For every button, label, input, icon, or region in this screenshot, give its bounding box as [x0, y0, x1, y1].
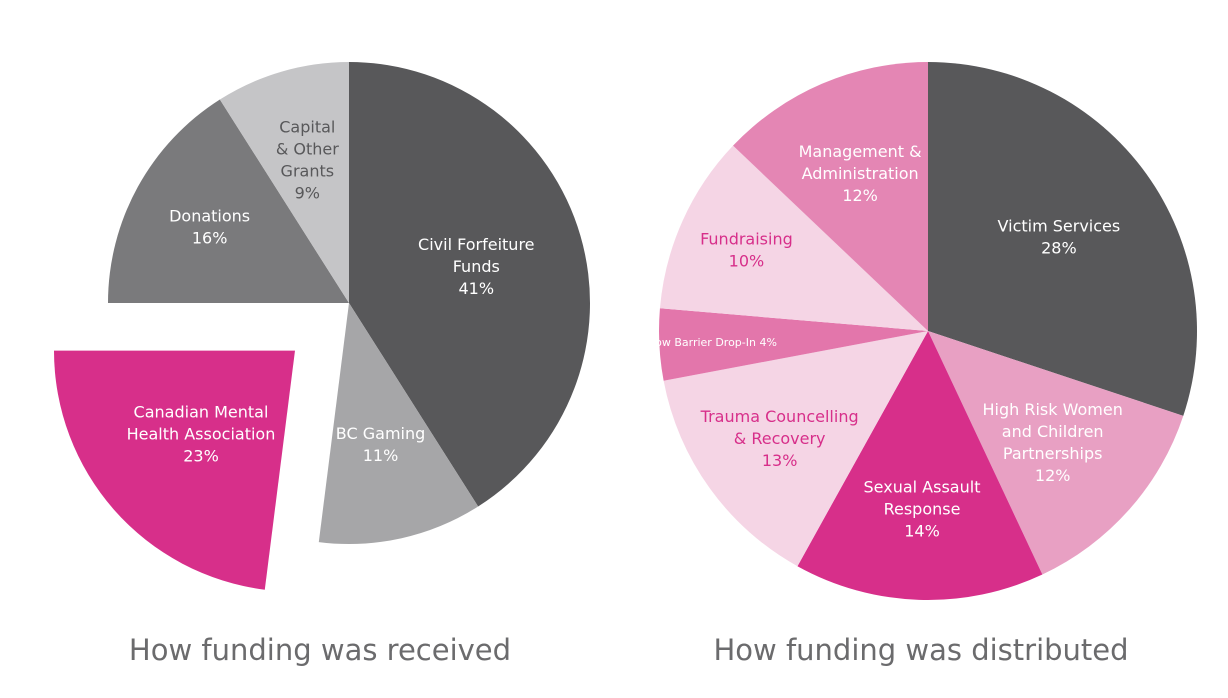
pie-slice-low-barrier-drop-in-4 — [659, 308, 928, 381]
pie-slice-civil-forfeiture-funds — [349, 62, 591, 507]
slice-label-victim-services: Victim Services 28% — [998, 217, 1121, 258]
slice-label-management-administration: Management & Administration 12% — [799, 142, 922, 205]
pie-slice-high-risk-women-and-children-partnerships — [928, 331, 1184, 575]
pie-slice-capital-other-grants — [219, 62, 349, 303]
pie-slice-bc-gaming — [318, 303, 479, 544]
pie-slice-victim-services — [928, 62, 1197, 416]
slice-label-capital-other-grants: Capital & Other Grants 9% — [276, 118, 339, 203]
pie-slice-management-administration — [733, 62, 928, 331]
pie-chart-received: Civil Forfeiture Funds 41% BC Gaming 11% Cana… — [53, 62, 591, 590]
chart-title-received: How funding was received — [129, 633, 511, 667]
slice-label-low-barrier-drop-in-4: Low Barrier Drop-In 4% — [649, 336, 777, 349]
pie-slice-sexual-assault-response — [797, 331, 1043, 600]
slice-label-civil-forfeiture-funds: Civil Forfeiture Funds 41% — [418, 235, 534, 298]
pie-chart-distributed: Victim Services 28% High Risk Women and Chi… — [649, 62, 1197, 600]
slice-label-trauma-councelling-recovery: Trauma Councelling & Recovery 13% — [700, 407, 859, 470]
slice-label-bc-gaming: BC Gaming 11% — [336, 424, 425, 465]
slice-label-sexual-assault-response: Sexual Assault Response 14% — [864, 477, 981, 540]
slice-label-high-risk-women-and-children-partnerships: High Risk Women and Children Partnerships 1… — [983, 400, 1123, 485]
pie-slice-canadian-mental-health-association — [53, 350, 295, 590]
pie-slice-trauma-councelling-recovery — [663, 331, 928, 567]
chart-title-distributed: How funding was distributed — [713, 633, 1128, 667]
slice-label-donations: Donations 16% — [169, 206, 250, 247]
slice-label-fundraising: Fundraising 10% — [700, 229, 793, 270]
slice-label-canadian-mental-health-association: Canadian Mental Health Association 23% — [127, 402, 276, 465]
pie-slice-fundraising — [659, 145, 928, 331]
pie-slice-donations — [108, 99, 349, 303]
